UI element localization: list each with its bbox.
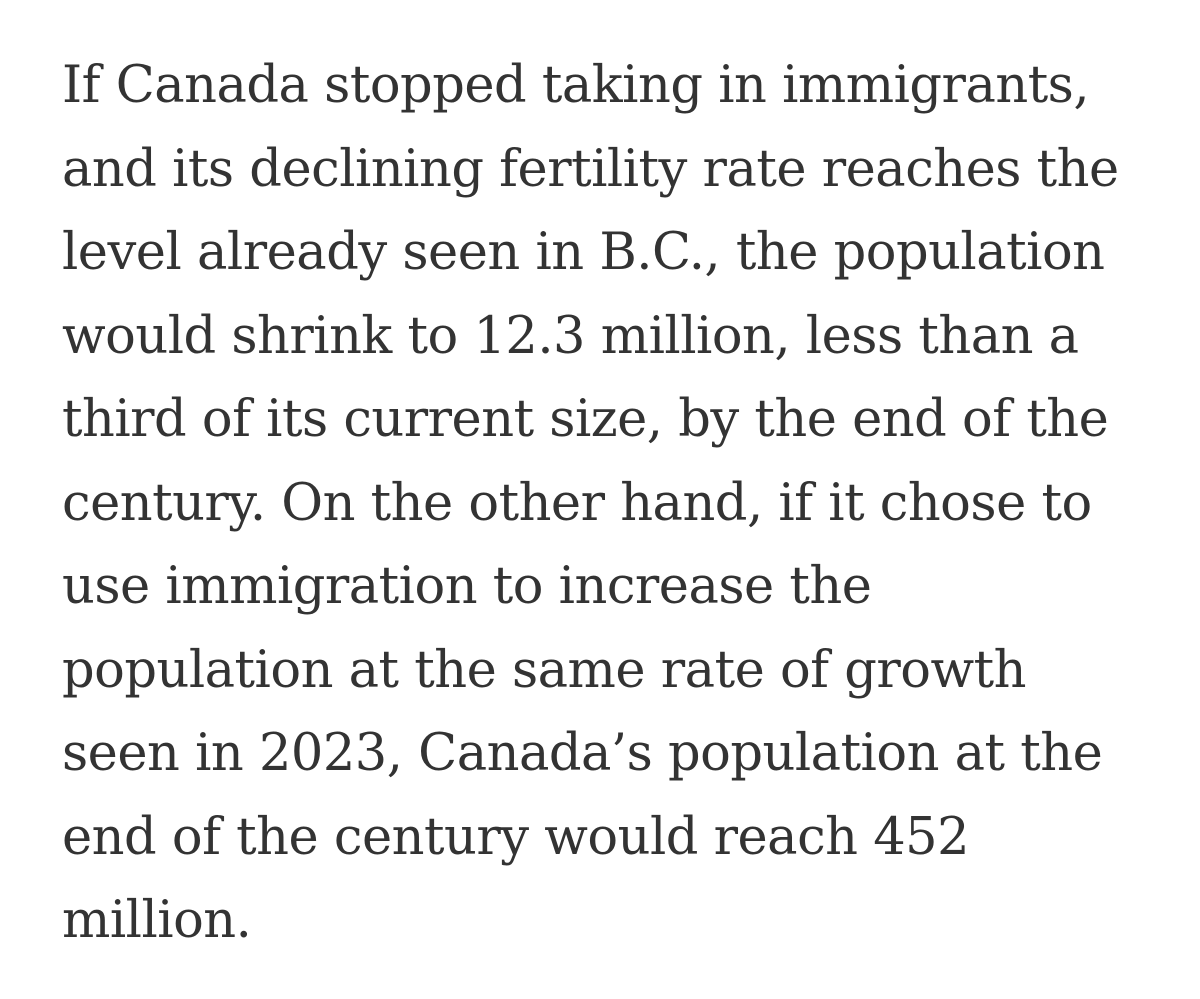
- paragraph-line: end of the century would reach 452: [62, 807, 970, 867]
- paragraph-line: If Canada stopped taking in immigrants,: [62, 56, 1090, 115]
- paragraph-line: seen in 2023, Canada’s population at the: [62, 724, 1103, 783]
- paragraph-line: third of its current size, by the end of…: [62, 390, 1109, 449]
- paragraph-line: and its declining fertility rate reaches…: [62, 139, 1119, 199]
- paragraph-line: population at the same rate of growth: [62, 640, 1027, 700]
- paragraph-line: level already seen in B.C., the populati…: [62, 223, 1105, 282]
- paragraph-line: would shrink to 12.3 million, less than …: [62, 306, 1079, 366]
- paragraph-line: million.: [62, 891, 252, 950]
- paragraph-line: use immigration to increase the: [62, 557, 872, 616]
- article-paragraph: If Canada stopped taking in immigrants, …: [62, 44, 1172, 963]
- paragraph-line: century. On the other hand, if it chose …: [62, 473, 1092, 533]
